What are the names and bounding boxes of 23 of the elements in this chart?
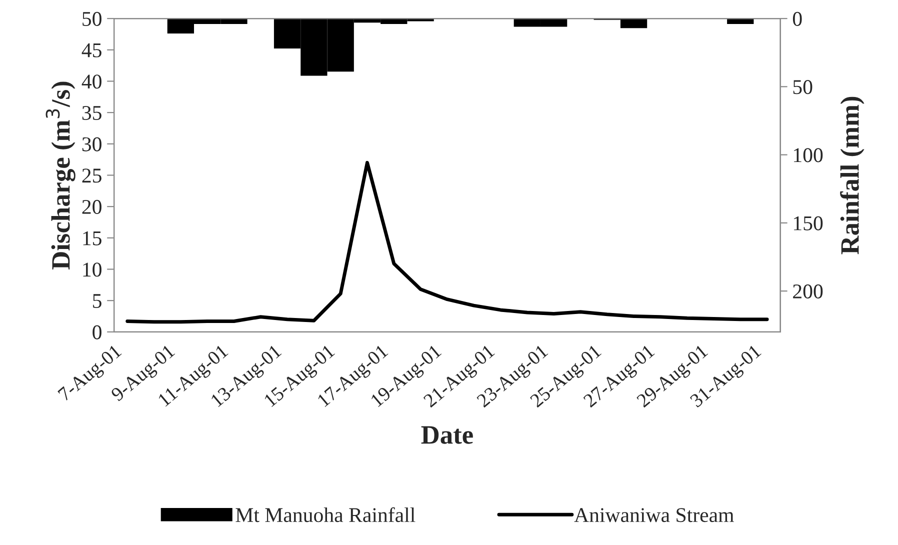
y2-tick-label: 0 (792, 12, 802, 26)
legend-label: Mt Manuoha Rainfall (236, 507, 416, 522)
y-tick-label: 25 (82, 168, 102, 183)
y-tick-label: 0 (92, 325, 102, 340)
y-tick-label: 10 (83, 262, 102, 277)
bar (727, 18, 754, 24)
y-tick-label: 45 (82, 43, 102, 58)
y2-axis-title: Rainfall (mm) (840, 96, 864, 254)
y-tick-label: 50 (82, 12, 102, 26)
y-tick-label: 20 (82, 200, 102, 214)
y-tick-label: 35 (82, 106, 102, 120)
y2-tick-label: 150 (794, 216, 823, 230)
line-series (126, 160, 769, 324)
y-tick-label: 15 (83, 231, 102, 246)
y-axis-title: Discharge (m$^{3}$/s) (46, 82, 76, 270)
y-tick-label: 30 (82, 137, 102, 152)
legend-label: Aniwaniwa Stream (574, 508, 734, 522)
y2-tick-label: 200 (793, 284, 823, 298)
y-tick-label: 5 (93, 294, 102, 308)
x-axis-title: Date (421, 426, 473, 444)
y-tick-label: 40 (82, 74, 102, 89)
y2-tick-label: 50 (793, 80, 812, 94)
y2-tick-label: 100 (794, 148, 823, 162)
